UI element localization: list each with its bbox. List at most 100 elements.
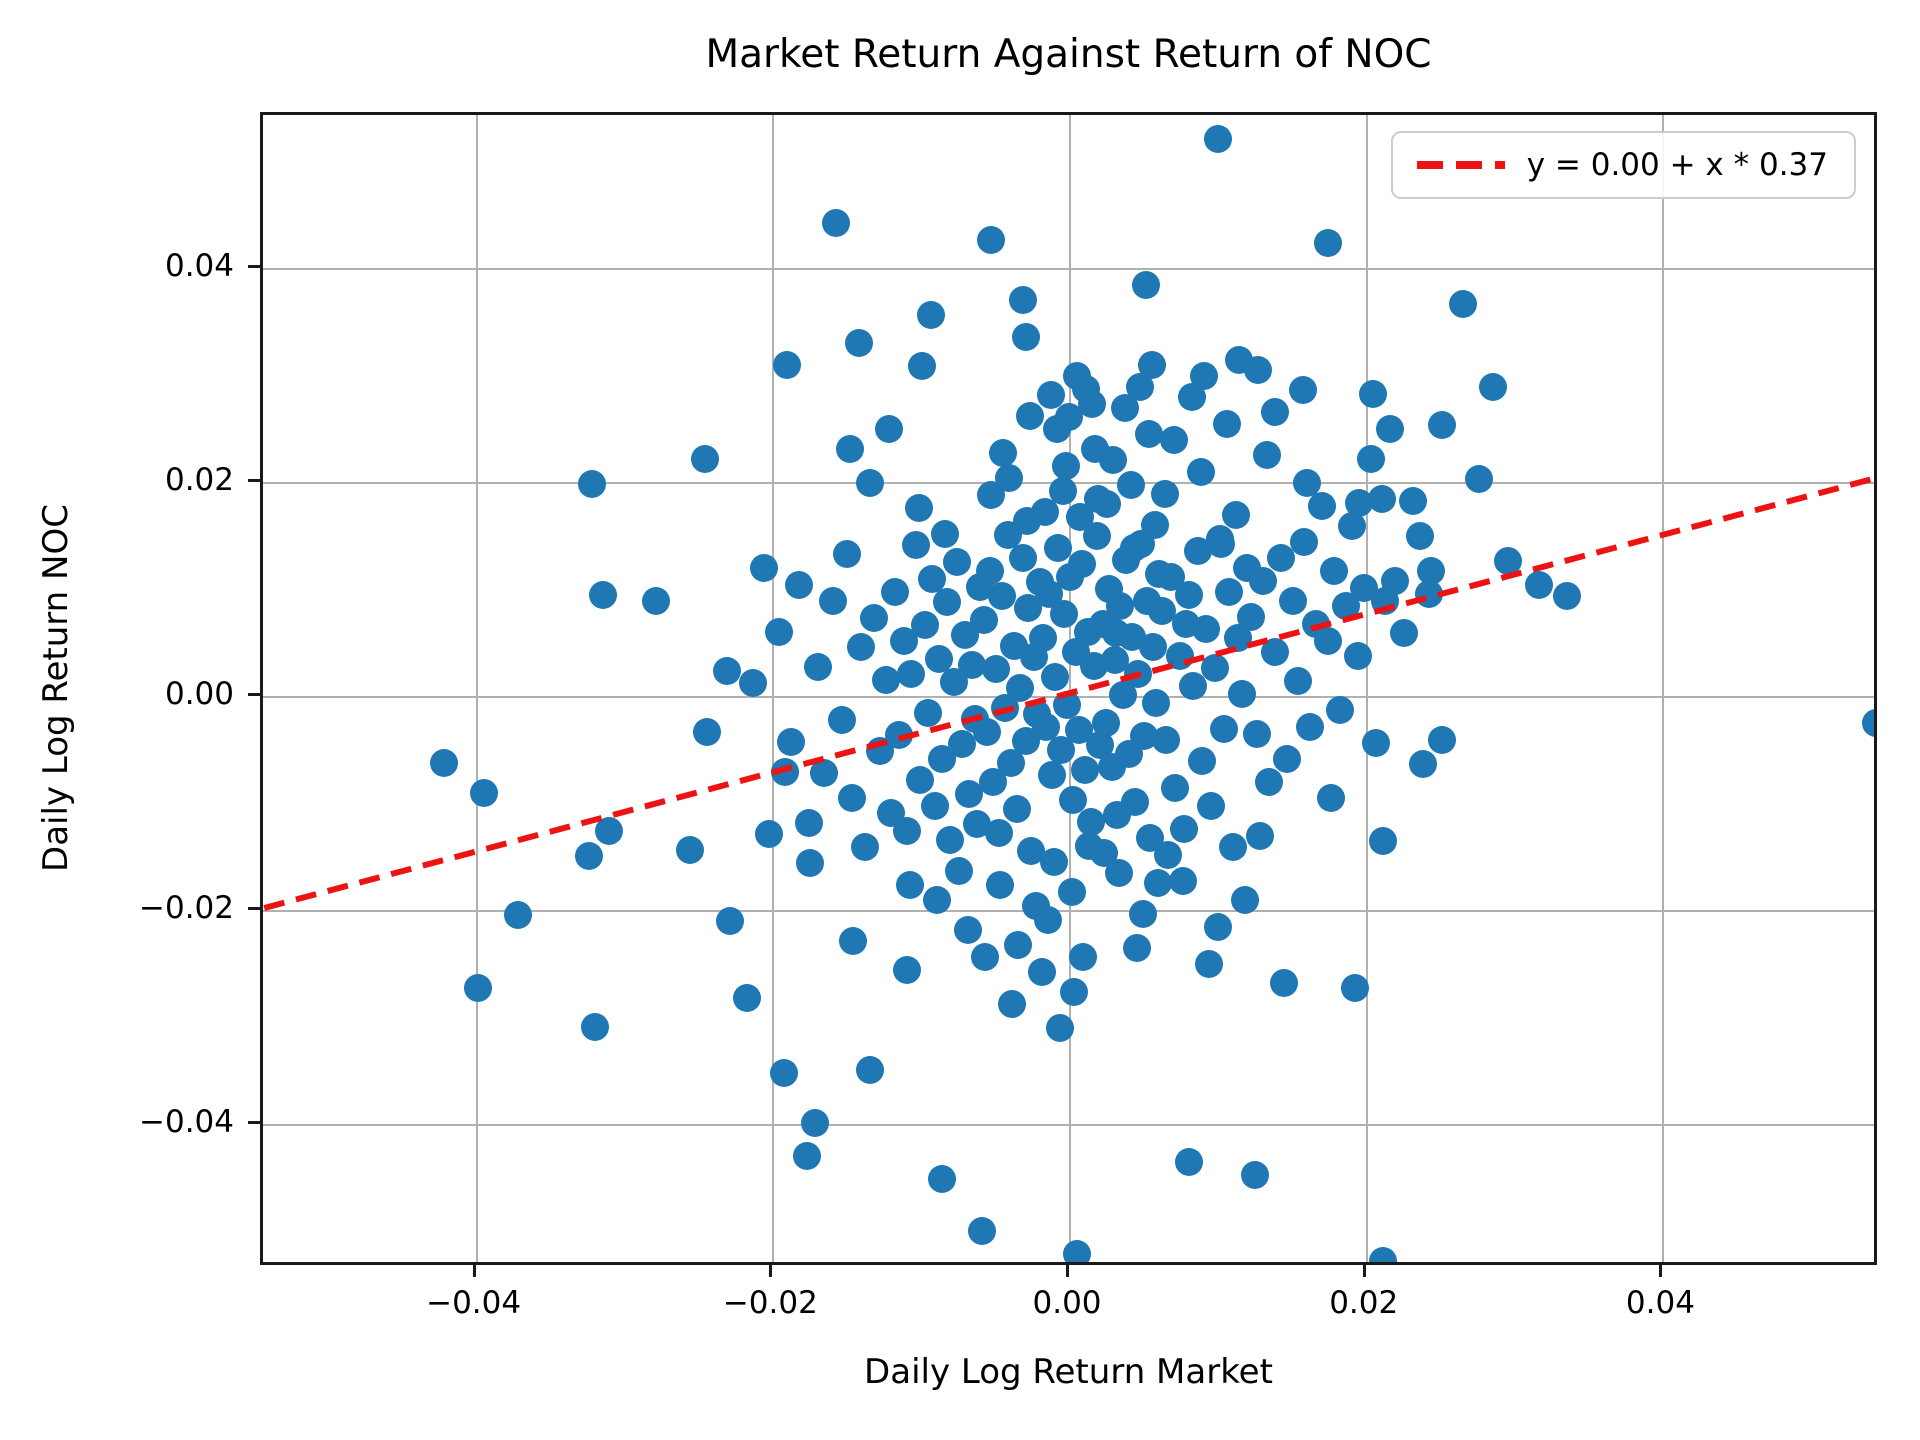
scatter-point <box>818 586 847 615</box>
scatter-point <box>1015 401 1044 430</box>
scatter-point <box>1269 969 1298 998</box>
scatter-point <box>855 1056 884 1085</box>
scatter-point <box>1260 398 1289 427</box>
scatter-point <box>977 226 1006 255</box>
scatter-point <box>1119 534 1148 563</box>
x-tick-mark <box>769 1265 773 1277</box>
scatter-point <box>1389 618 1418 647</box>
scatter-point <box>1213 410 1242 439</box>
scatter-point <box>833 539 862 568</box>
x-tick-mark <box>1659 1265 1663 1277</box>
scatter-point <box>1290 527 1319 556</box>
scatter-point <box>972 718 1001 747</box>
scatter-point <box>913 698 942 727</box>
scatter-point <box>1369 827 1398 856</box>
scatter-point <box>765 617 794 646</box>
scatter-point <box>1222 501 1251 530</box>
scatter-point <box>1139 632 1168 661</box>
scatter-point <box>1406 522 1435 551</box>
scatter-point <box>777 727 806 756</box>
scatter-point <box>897 660 926 689</box>
scatter-point <box>1004 930 1033 959</box>
scatter-point <box>935 826 964 855</box>
gridline-vertical <box>1662 115 1665 1262</box>
scatter-point <box>1174 1148 1203 1177</box>
scatter-point <box>1008 543 1037 572</box>
scatter-point <box>1449 290 1478 319</box>
scatter-point <box>1204 124 1233 153</box>
scatter-point <box>1152 725 1181 754</box>
scatter-point <box>470 779 499 808</box>
scatter-point <box>1284 666 1313 695</box>
scatter-point <box>1186 458 1215 487</box>
scatter-point <box>916 301 945 329</box>
scatter-point <box>1260 637 1289 666</box>
y-tick-mark <box>248 906 260 910</box>
scatter-point <box>921 791 950 820</box>
gridline-horizontal <box>263 1123 1874 1126</box>
scatter-point <box>1326 695 1354 724</box>
scatter-point <box>1314 229 1343 258</box>
scatter-point <box>845 328 874 357</box>
scatter-point <box>1008 286 1037 315</box>
scatter-point <box>944 857 973 886</box>
scatter-point <box>1214 578 1243 607</box>
gridline-horizontal <box>263 268 1874 271</box>
scatter-point <box>1228 679 1257 708</box>
scatter-point <box>892 955 921 984</box>
scatter-point <box>1357 445 1386 474</box>
scatter-point <box>716 907 745 936</box>
scatter-point <box>1137 351 1166 380</box>
y-tick-label: 0.00 <box>164 675 234 712</box>
scatter-point <box>1225 345 1254 374</box>
scatter-point <box>1428 725 1457 754</box>
scatter-point <box>846 632 875 661</box>
scatter-point <box>692 718 721 747</box>
scatter-point <box>1121 787 1150 816</box>
scatter-point <box>1195 950 1224 979</box>
plot-area: y = 0.00 + x * 0.37 <box>260 112 1877 1265</box>
scatter-point <box>1070 755 1099 784</box>
scatter-point <box>855 468 884 497</box>
scatter-point <box>947 729 976 758</box>
scatter-point <box>1124 660 1153 689</box>
scatter-point <box>1122 934 1151 963</box>
scatter-point <box>1337 511 1366 540</box>
scatter-point <box>1091 708 1120 737</box>
scatter-point <box>793 1141 822 1170</box>
scatter-point <box>1171 610 1200 639</box>
legend-label: y = 0.00 + x * 0.37 <box>1526 147 1828 183</box>
scatter-point <box>1054 402 1083 431</box>
scatter-point <box>1296 712 1325 741</box>
scatter-point <box>1027 957 1056 986</box>
scatter-point <box>1278 586 1307 615</box>
x-tick-mark <box>1362 1265 1366 1277</box>
scatter-point <box>1142 689 1171 718</box>
scatter-point <box>1349 573 1378 602</box>
scatter-point <box>772 351 801 380</box>
scatter-point <box>907 352 936 381</box>
scatter-point <box>1254 768 1283 797</box>
scatter-point <box>931 520 960 549</box>
scatter-point <box>1317 784 1346 813</box>
scatter-point <box>895 871 924 900</box>
scatter-point <box>901 530 930 559</box>
scatter-point <box>771 757 800 786</box>
scatter-point <box>1011 323 1040 352</box>
scatter-point <box>1102 618 1130 647</box>
scatter-point <box>998 989 1027 1018</box>
scatter-point <box>1041 662 1070 691</box>
scatter-point <box>892 816 921 845</box>
scatter-point <box>1134 419 1163 448</box>
scatter-point <box>1861 708 1874 737</box>
scatter-point <box>1143 868 1172 897</box>
x-tick-label: −0.04 <box>426 1285 522 1321</box>
scatter-point <box>851 832 880 861</box>
scatter-point <box>1428 411 1457 440</box>
scatter-point <box>1376 415 1405 444</box>
scatter-point <box>1266 543 1295 572</box>
scatter-point <box>1219 832 1248 861</box>
scatter-point <box>1161 773 1190 802</box>
scatter-point <box>839 926 868 955</box>
